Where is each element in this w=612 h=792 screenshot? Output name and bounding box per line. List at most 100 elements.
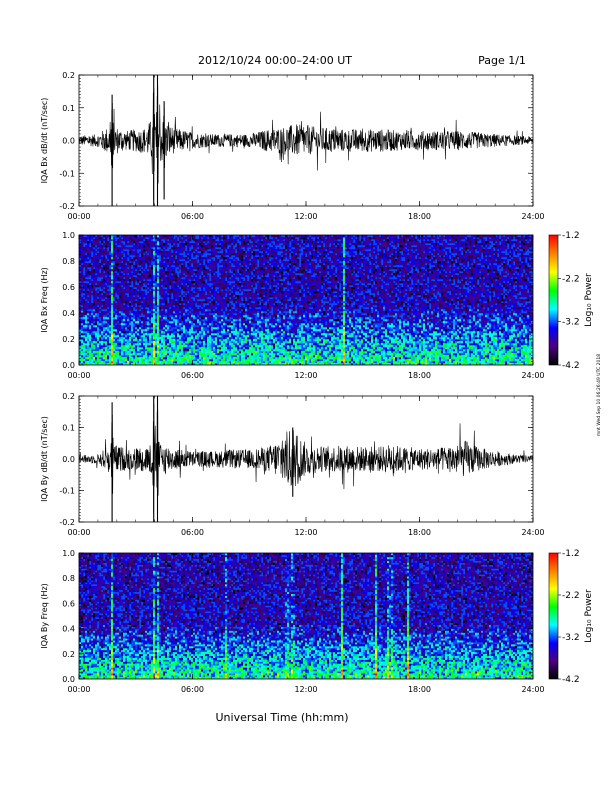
- bx-freq-cell: [87, 323, 90, 326]
- bx-freq-cell: [213, 287, 216, 290]
- bx-freq-cell: [267, 301, 270, 304]
- bx-freq-cell: [145, 343, 148, 346]
- bx-freq-cell: [79, 245, 82, 248]
- bx-freq-cell: [175, 313, 178, 316]
- bx-freq-cell: [185, 355, 188, 358]
- bx-freq-cell: [219, 245, 222, 248]
- bx-freq-cell: [111, 315, 114, 318]
- bx-freq-cell: [227, 349, 230, 352]
- bx-freq-cell: [111, 263, 114, 266]
- bx-freq-cell: [223, 247, 226, 250]
- bx-freq-cell: [231, 267, 234, 270]
- bx-freq-cell: [111, 241, 114, 244]
- bx-freq-cell: [85, 263, 88, 266]
- bx-freq-cell: [145, 269, 148, 272]
- bx-freq-cell: [135, 251, 138, 254]
- bx-freq-cell: [267, 319, 270, 322]
- bx-freq-cell: [179, 255, 182, 258]
- bx-freq-cell: [227, 275, 230, 278]
- bx-freq-cell: [121, 361, 124, 364]
- bx-freq-cell: [179, 355, 182, 358]
- bx-freq-cell: [111, 359, 114, 362]
- bx-freq-cell: [181, 341, 184, 344]
- bx-freq-cell: [107, 337, 110, 340]
- bx-freq-cell: [127, 331, 130, 334]
- bx-freq-cell: [185, 307, 188, 310]
- bx-freq-cell: [237, 273, 240, 276]
- bx-freq-cell: [89, 253, 92, 256]
- bx-freq-cell: [179, 237, 182, 240]
- bx-freq-cell: [235, 347, 238, 350]
- bx-freq-cell: [163, 339, 166, 342]
- bx-freq-cell: [127, 361, 130, 364]
- bx-freq-cell: [121, 307, 124, 310]
- bx-freq-cell: [241, 357, 244, 360]
- bx-freq-cell: [107, 317, 110, 320]
- bx-freq-cell: [155, 275, 158, 278]
- bx-freq-cell: [103, 273, 106, 276]
- bx-freq-cell: [99, 263, 102, 266]
- bx-freq-cell: [151, 319, 154, 322]
- bx-freq-cell: [187, 281, 190, 284]
- bx-freq-cell: [237, 251, 240, 254]
- bx-freq-cell: [167, 267, 170, 270]
- bx-freq-cell: [239, 361, 242, 364]
- bx-freq-cell: [91, 317, 94, 320]
- bx-freq-cell: [269, 353, 272, 356]
- bx-freq-cell: [271, 331, 274, 334]
- bx-freq-cell: [207, 339, 210, 342]
- bx-freq-cell: [209, 355, 212, 358]
- bx-freq-cell: [243, 267, 246, 270]
- bx-freq-cell: [261, 295, 264, 298]
- bx-freq-cell: [151, 279, 154, 282]
- bx-freq-cell: [137, 331, 140, 334]
- bx-freq-cell: [203, 357, 206, 360]
- bx-freq-cell: [143, 329, 146, 332]
- bx-freq-cell: [141, 347, 144, 350]
- bx-freq-cell: [171, 281, 174, 284]
- bx-freq-cell: [145, 345, 148, 348]
- bx-freq-cell: [169, 275, 172, 278]
- bx-freq-cell: [197, 265, 200, 268]
- bx-freq-cell: [99, 303, 102, 306]
- bx-freq-cell: [241, 295, 244, 298]
- bx-freq-cell: [225, 351, 228, 354]
- bx-freq-cell: [143, 261, 146, 264]
- bx-freq-cell: [135, 241, 138, 244]
- bx-freq-cell: [157, 355, 160, 358]
- bx-freq-cell: [167, 263, 170, 266]
- bx-freq-cell: [127, 315, 130, 318]
- bx-freq-cell: [165, 305, 168, 308]
- bx-dbdt-ytick-label: 0.0: [62, 137, 75, 146]
- bx-freq-cell: [239, 235, 242, 238]
- bx-freq-cell: [227, 315, 230, 318]
- bx-freq-cell: [215, 261, 218, 264]
- bx-freq-cell: [119, 313, 122, 316]
- bx-freq-cell: [111, 341, 114, 344]
- bx-freq-cell: [265, 325, 268, 328]
- bx-freq-cell: [233, 267, 236, 270]
- bx-freq-cell: [255, 339, 258, 342]
- bx-freq-cell: [129, 315, 132, 318]
- bx-freq-cell: [135, 343, 138, 346]
- bx-freq-cell: [103, 235, 106, 238]
- bx-freq-cell: [127, 351, 130, 354]
- bx-freq-cell: [147, 321, 150, 324]
- bx-freq-cell: [169, 323, 172, 326]
- bx-freq-cell: [179, 277, 182, 280]
- bx-freq-cell: [93, 327, 96, 330]
- bx-freq-cell: [165, 353, 168, 356]
- bx-freq-cell: [109, 235, 112, 238]
- bx-freq-cell: [149, 239, 152, 242]
- bx-freq-cell: [171, 279, 174, 282]
- bx-freq-cell: [147, 363, 150, 365]
- bx-freq-cell: [121, 351, 124, 354]
- bx-freq-cell: [187, 299, 190, 302]
- bx-freq-cell: [171, 321, 174, 324]
- bx-freq-cell: [229, 265, 232, 268]
- bx-freq-cell: [207, 347, 210, 350]
- bx-freq-cell: [257, 291, 260, 294]
- bx-freq-cell: [193, 255, 196, 258]
- bx-freq-cell: [125, 331, 128, 334]
- bx-freq-cell: [79, 313, 82, 316]
